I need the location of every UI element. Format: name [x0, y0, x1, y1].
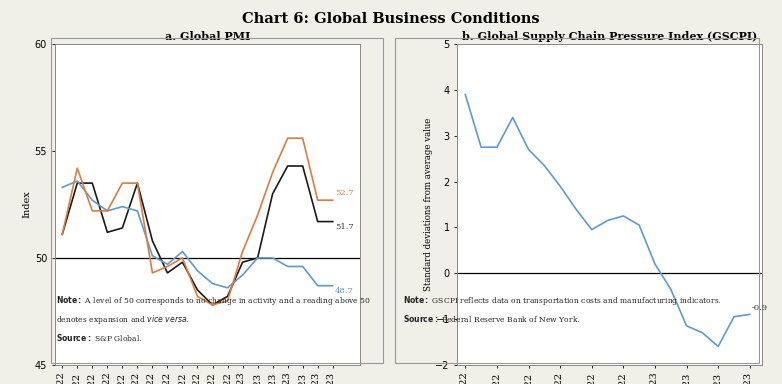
Text: $\bf{Source:}$ Federal Reserve Bank of New York.: $\bf{Source:}$ Federal Reserve Bank of N…	[403, 313, 580, 324]
Y-axis label: Standard deviations from average value: Standard deviations from average value	[424, 118, 432, 291]
Text: denotes expansion and $\mathit{vice\ versa}$.: denotes expansion and $\mathit{vice\ ver…	[56, 313, 190, 326]
Text: -0.9: -0.9	[752, 304, 767, 312]
Text: 52.7: 52.7	[335, 189, 353, 197]
Y-axis label: Index: Index	[23, 190, 32, 218]
Text: $\bf{Source:}$ S&P Global.: $\bf{Source:}$ S&P Global.	[56, 332, 142, 343]
Text: 51.7: 51.7	[335, 223, 353, 231]
Title: a. Global PMI: a. Global PMI	[164, 31, 250, 42]
Title: b. Global Supply Chain Pressure Index (GSCPI): b. Global Supply Chain Pressure Index (G…	[462, 31, 758, 42]
Text: $\bf{Note:}$ A level of 50 corresponds to no change in activity and a reading ab: $\bf{Note:}$ A level of 50 corresponds t…	[56, 294, 371, 307]
Text: Chart 6: Global Business Conditions: Chart 6: Global Business Conditions	[242, 12, 540, 25]
Text: $\bf{Note:}$ GSCPI reflects data on transportation costs and manufacturing indic: $\bf{Note:}$ GSCPI reflects data on tran…	[403, 294, 722, 307]
Text: 48.7: 48.7	[335, 287, 354, 295]
